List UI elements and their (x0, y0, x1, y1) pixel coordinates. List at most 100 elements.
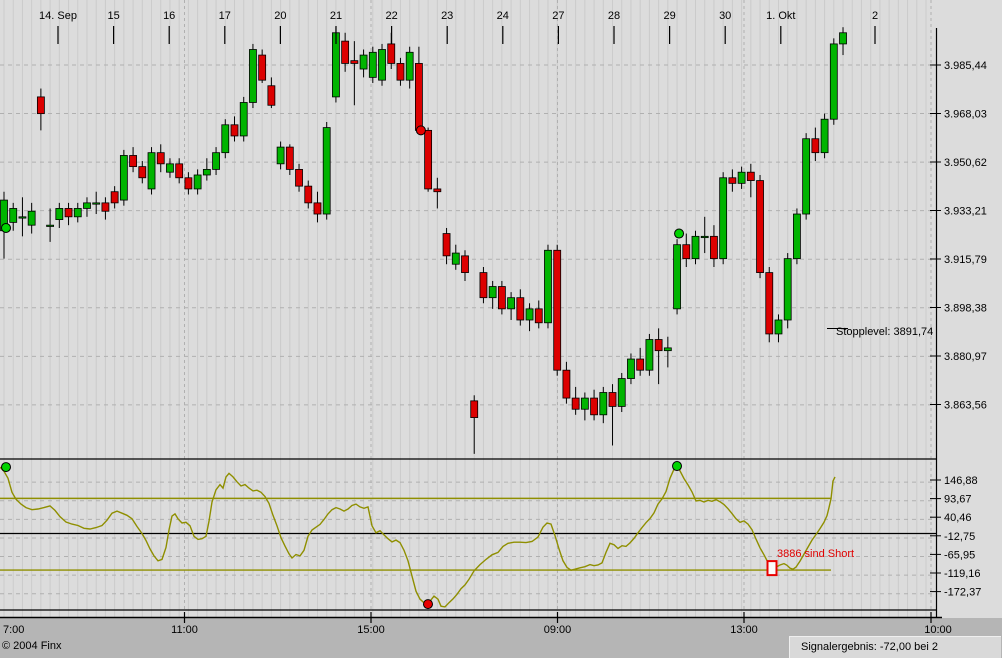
candle (119, 149, 128, 206)
candle (341, 32, 350, 72)
date-axis-label: 16 (163, 10, 175, 22)
candle (230, 116, 239, 142)
candle (249, 43, 257, 109)
candle (479, 267, 488, 304)
candle (110, 186, 119, 209)
indicator-axis-label: -119,16 (944, 568, 981, 580)
candle (322, 121, 331, 220)
candle (590, 389, 598, 421)
time-axis-label: 13:00 (730, 624, 758, 636)
price-axis-label: 3.863,56 (944, 400, 987, 412)
candle (488, 280, 497, 309)
candle (516, 289, 525, 326)
candle (451, 244, 460, 270)
candle (571, 386, 580, 415)
candle (368, 46, 377, 83)
signal-result-statusbar: Signalergebnis: -72,00 bei 2 Transaktion… (789, 636, 1001, 658)
date-axis-label: 2 (872, 10, 878, 22)
candle (599, 386, 608, 424)
candle (9, 202, 18, 231)
candle (461, 250, 469, 281)
price-axis-label: 3.898,38 (944, 303, 987, 315)
candle (525, 303, 534, 332)
candle (285, 144, 294, 175)
date-axis-label: 20 (274, 10, 286, 22)
candle (663, 336, 672, 368)
candle (719, 172, 728, 265)
candle (138, 161, 147, 184)
date-axis-label: 17 (219, 10, 231, 22)
date-axis-label: 21 (330, 10, 342, 22)
candle (682, 233, 691, 268)
buy-signal-marker (1, 222, 11, 233)
candle (313, 191, 322, 223)
candle (839, 27, 847, 56)
candle (700, 216, 709, 254)
date-axis-label: 23 (441, 10, 453, 22)
time-axis-label: 11:00 (171, 624, 198, 636)
candle (221, 119, 230, 159)
candle (774, 314, 783, 343)
candle (202, 158, 211, 181)
price-axis-label: 3.950,62 (944, 157, 987, 169)
candle (627, 353, 635, 385)
candle (673, 239, 681, 315)
candle (405, 46, 414, 89)
buy-signal-marker (674, 228, 685, 239)
candle (710, 225, 718, 268)
candle (304, 180, 313, 209)
price-axis-label: 3.933,21 (944, 206, 987, 218)
candle (46, 208, 54, 242)
indicator-axis-label: -12,75 (944, 531, 975, 543)
candle (433, 177, 442, 209)
buy-indicator-marker (1, 462, 11, 473)
candle (746, 163, 755, 198)
date-axis-label: 24 (497, 10, 509, 22)
indicator-axis-label: 40,46 (944, 512, 972, 524)
date-axis-label: 1. Okt (766, 10, 795, 22)
candle (212, 147, 220, 175)
candle (101, 197, 110, 220)
candle (691, 230, 700, 265)
time-axis-label: 15:00 (357, 624, 385, 636)
candle (636, 347, 645, 376)
buy-indicator-marker (672, 461, 682, 472)
candle (580, 392, 589, 421)
candle (276, 141, 285, 170)
candle (166, 158, 174, 178)
candle (184, 172, 193, 195)
candle (728, 169, 737, 192)
price-axis-label: 3.968,03 (944, 109, 987, 121)
candle (73, 202, 82, 223)
indicator-axis-label: 93,67 (944, 494, 972, 506)
candle (27, 202, 36, 234)
candle (64, 202, 73, 226)
candle (829, 38, 838, 125)
candle (562, 361, 571, 404)
candle (497, 280, 506, 315)
sell-signal-marker (415, 125, 426, 136)
signal-result-text: Signalergebnis: -72,00 bei 2 Transaktion… (801, 641, 938, 653)
price-axis-label: 3.985,44 (944, 60, 987, 72)
time-axis-label: 09:00 (544, 624, 572, 636)
price-axis-label: 3.880,97 (944, 351, 987, 363)
candle (36, 88, 45, 131)
candle (18, 197, 27, 237)
date-axis-label: 27 (552, 10, 564, 22)
candle (608, 384, 617, 446)
candle (424, 127, 433, 192)
candle (147, 147, 156, 195)
candle (378, 43, 386, 86)
candle (359, 49, 368, 78)
candle (396, 57, 405, 86)
candle (442, 227, 451, 265)
date-axis-label: 30 (719, 10, 731, 22)
candle (820, 113, 829, 159)
candle (654, 328, 663, 385)
date-axis-label: 22 (385, 10, 397, 22)
candle (793, 208, 801, 265)
date-axis-label: 14. Sep (39, 10, 77, 22)
candle (737, 166, 746, 189)
